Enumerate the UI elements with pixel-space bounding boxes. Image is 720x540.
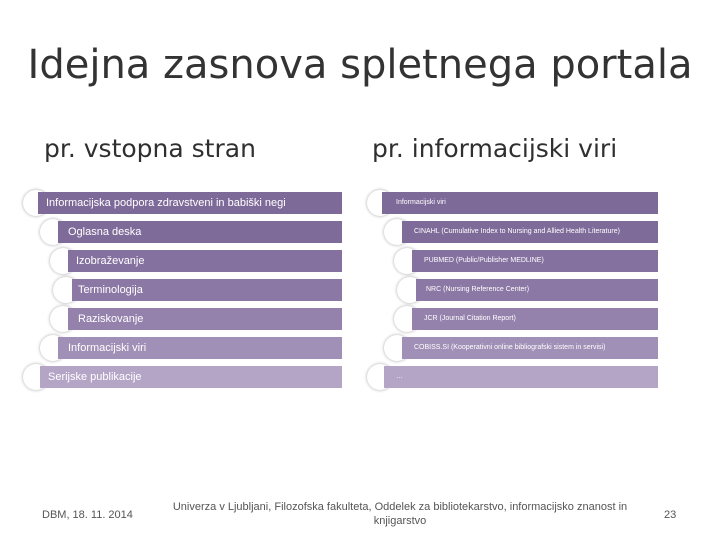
left-item-6: Serijske publikacije (40, 366, 342, 388)
left-item-5: Informacijski viri (58, 337, 342, 359)
left-item-2: Izobraževanje (68, 250, 342, 272)
right-item-3: NRC (Nursing Reference Center) (416, 279, 658, 301)
left-item-4: Raziskovanje (68, 308, 342, 330)
right-item-6: … (384, 366, 658, 388)
right-heading: pr. informacijski viri (372, 134, 618, 163)
footer-date: DBM, 18. 11. 2014 (42, 509, 133, 521)
page-number: 23 (664, 509, 677, 521)
right-item-1: CINAHL (Cumulative Index to Nursing and … (402, 221, 658, 243)
right-item-2: PUBMED (Public/Publisher MEDLINE) (412, 250, 658, 272)
footer-institution: Univerza v Ljubljani, Filozofska fakulte… (172, 501, 628, 527)
left-item-1: Oglasna deska (58, 221, 342, 243)
right-item-4: JCR (Journal Citation Report) (412, 308, 658, 330)
right-item-5: COBISS.SI (Kooperativni online bibliogra… (402, 337, 658, 359)
slide-title: Idejna zasnova spletnega portala (27, 42, 693, 88)
left-heading: pr. vstopna stran (44, 134, 256, 163)
left-item-0: Informacijska podpora zdravstveni in bab… (38, 192, 342, 214)
right-item-0: Informacijski viri (382, 192, 658, 214)
left-item-3: Terminologija (72, 279, 342, 301)
